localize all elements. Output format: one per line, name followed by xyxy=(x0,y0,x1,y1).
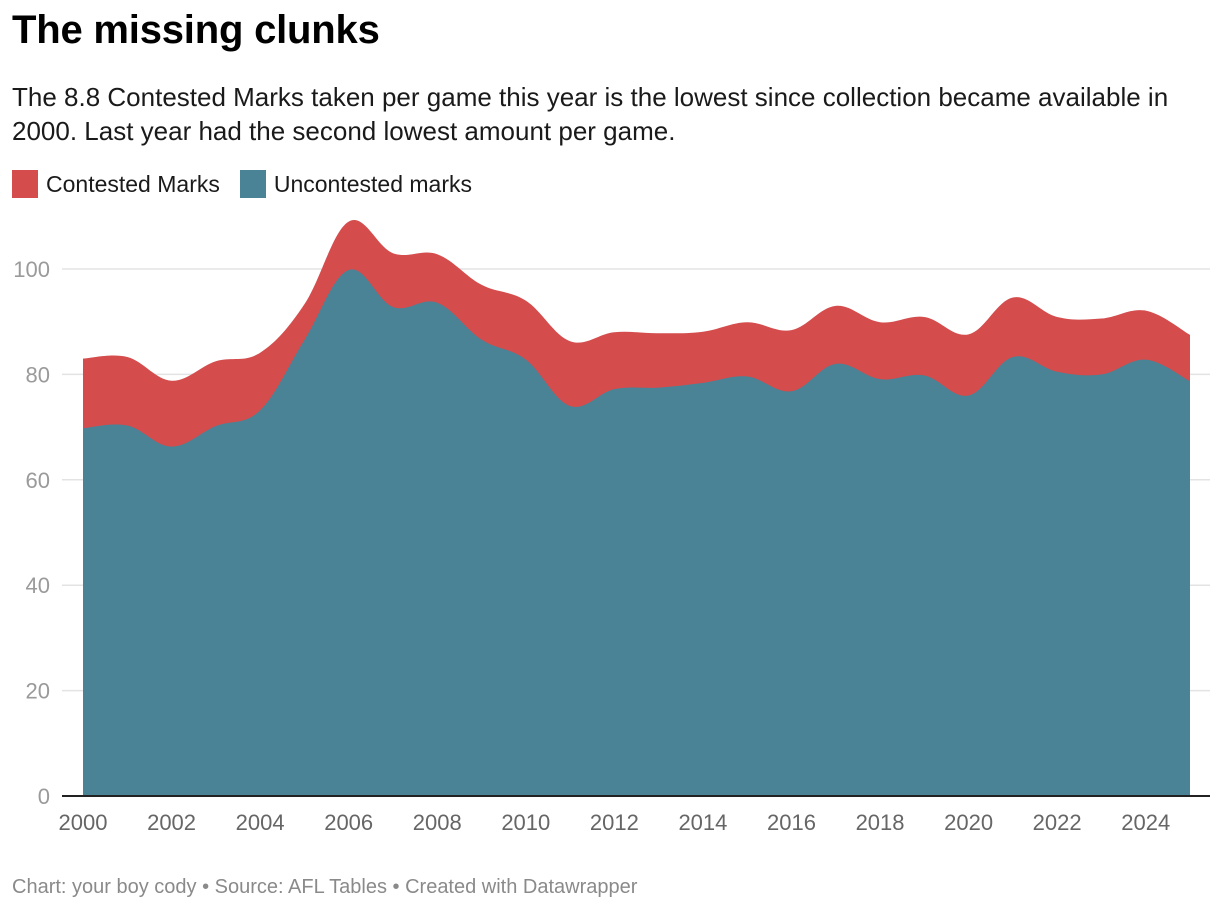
area-uncontested-marks xyxy=(83,269,1190,796)
x-tick-label-2020: 2020 xyxy=(944,810,993,835)
x-tick-label-2012: 2012 xyxy=(590,810,639,835)
x-tick-label-2022: 2022 xyxy=(1033,810,1082,835)
x-tick-label-2024: 2024 xyxy=(1121,810,1170,835)
chart-footer: Chart: your boy cody • Source: AFL Table… xyxy=(12,876,638,898)
areas-layer xyxy=(83,220,1190,796)
y-tick-label-60: 60 xyxy=(26,468,50,493)
y-tick-label-100: 100 xyxy=(13,257,50,282)
x-tick-label-2000: 2000 xyxy=(59,810,108,835)
y-tick-label-40: 40 xyxy=(26,573,50,598)
chart-title: The missing clunks xyxy=(12,8,380,52)
x-tick-label-2008: 2008 xyxy=(413,810,462,835)
x-tick-label-2004: 2004 xyxy=(236,810,285,835)
legend-item-uncontested: Uncontested marks xyxy=(239,170,472,198)
legend: Contested Marks Uncontested marks xyxy=(12,170,492,198)
axes-layer: 0 20 40 60 80 100 2000 2002 2004 2006 2008 2010 2012… xyxy=(13,257,1210,835)
y-tick-label-0: 0 xyxy=(38,784,50,809)
x-tick-label-2010: 2010 xyxy=(501,810,550,835)
x-tick-label-2014: 2014 xyxy=(678,810,727,835)
chart-subtitle: The 8.8 Contested Marks taken per game t… xyxy=(12,82,1169,146)
x-tick-label-2016: 2016 xyxy=(767,810,816,835)
y-tick-label-80: 80 xyxy=(26,362,50,387)
stacked-area-chart: 0 20 40 60 80 100 2000 2002 2004 2006 2008 2010 2012… xyxy=(13,220,1210,835)
legend-swatch-uncontested xyxy=(239,170,266,198)
legend-label-contested: Contested Marks xyxy=(46,170,220,197)
x-tick-label-2006: 2006 xyxy=(324,810,373,835)
x-tick-label-2002: 2002 xyxy=(147,810,196,835)
legend-label-uncontested: Uncontested marks xyxy=(273,170,472,197)
y-tick-label-20: 20 xyxy=(26,679,50,704)
legend-item-contested: Contested Marks xyxy=(12,170,220,198)
x-tick-label-2018: 2018 xyxy=(856,810,905,835)
legend-swatch-contested xyxy=(12,170,38,198)
